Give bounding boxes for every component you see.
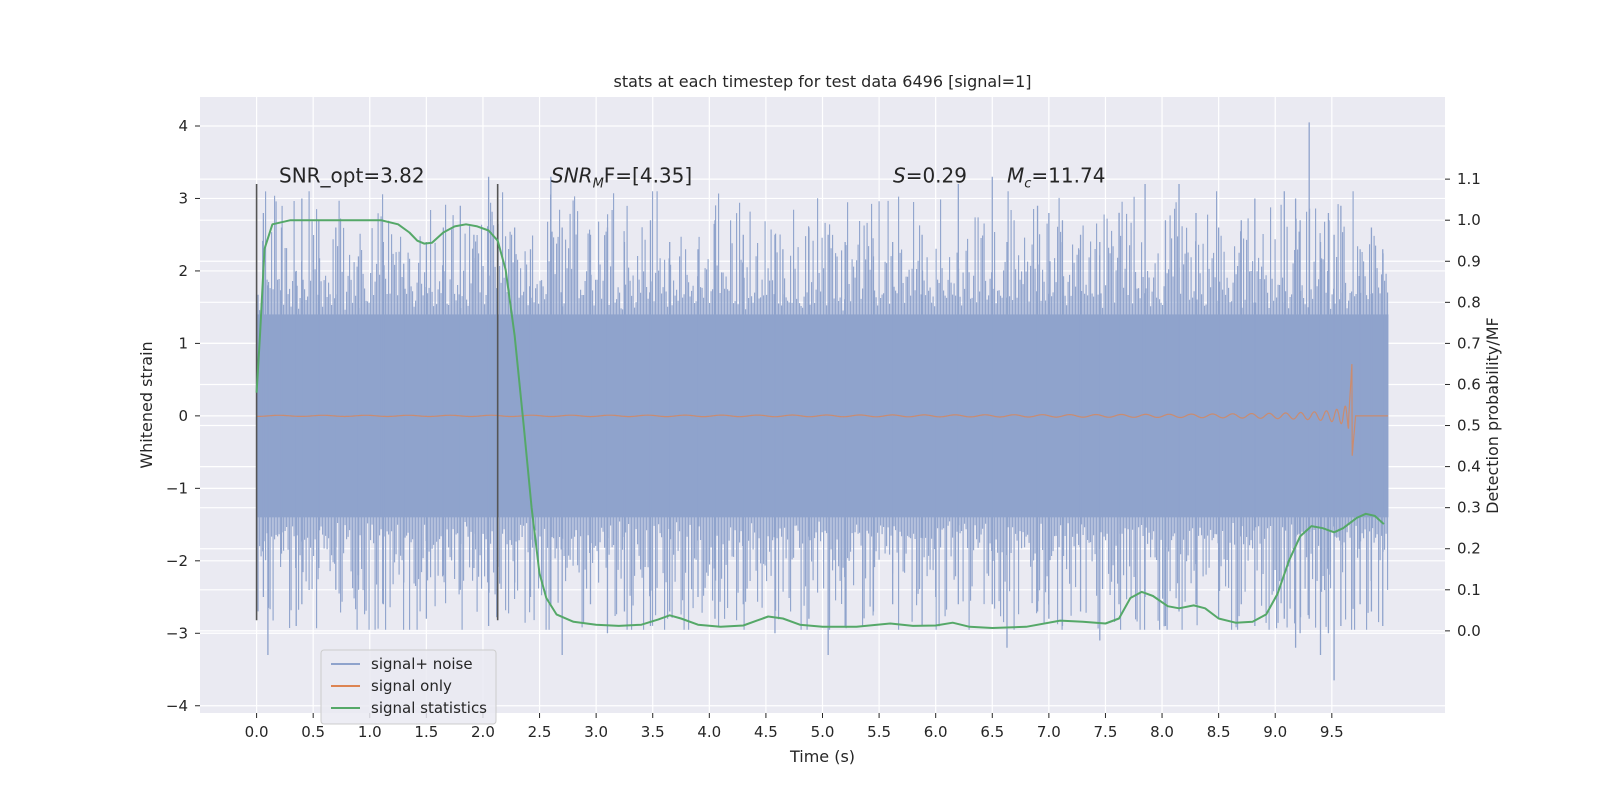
axis-ticks: 0.0 0.5 1.0 1.5 2.0 2.5 3.0 3.5 4.0 4.5 5.0 5.5 6.0 6… — [166, 117, 1481, 741]
x-tick-label: 7.5 — [1094, 723, 1118, 741]
y-left-tick-label: −2 — [166, 552, 188, 570]
snr-mf-value: F=[4.35] — [604, 164, 692, 188]
annotation-snr-mf: SNRMF=[4.35] — [551, 164, 692, 192]
y-axis-label-left: Whitened strain — [137, 341, 156, 468]
annotation-mc: Mc=11.74 — [1007, 164, 1105, 192]
x-tick-label: 0.0 — [245, 723, 269, 741]
x-tick-label: 8.5 — [1207, 723, 1231, 741]
x-tick-label: 2.5 — [528, 723, 552, 741]
x-tick-label: 4.0 — [697, 723, 721, 741]
y-left-tick-label: 4 — [178, 117, 188, 135]
x-tick-label: 4.5 — [754, 723, 778, 741]
y-right-tick-label: 0.5 — [1457, 417, 1481, 435]
y-right-tick-label: 0.4 — [1457, 458, 1481, 476]
x-tick-label: 7.0 — [1037, 723, 1061, 741]
mc-subscript: c — [1024, 177, 1031, 192]
legend-box — [320, 649, 497, 725]
legend-label-signal-statistics: signal statistics — [371, 699, 487, 717]
chart-title: stats at each timestep for test data 649… — [613, 72, 1031, 91]
x-tick-label: 9.5 — [1320, 723, 1344, 741]
y-left-tick-label: 2 — [178, 262, 188, 280]
y-left-tick-label: 0 — [178, 407, 188, 425]
y-left-tick-label: 1 — [178, 334, 188, 352]
signal-statistics-line — [255, 219, 1385, 629]
y-right-tick-label: 0.6 — [1457, 375, 1481, 393]
legend-label-signal-only: signal only — [371, 677, 452, 695]
vertical-markers — [255, 183, 499, 621]
x-tick-label: 6.0 — [924, 723, 948, 741]
y-right-tick-label: 0.2 — [1457, 540, 1481, 558]
signal-only-trace — [256, 364, 1389, 456]
x-tick-label: 5.5 — [867, 723, 891, 741]
x-tick-label: 9.0 — [1263, 723, 1287, 741]
x-tick-label: 1.0 — [358, 723, 382, 741]
mc-value: =11.74 — [1031, 164, 1105, 188]
snr-mf-symbol: SNR — [551, 164, 593, 188]
y-right-tick-label: 0.0 — [1457, 622, 1481, 640]
y-right-tick-label: 0.1 — [1457, 581, 1481, 599]
y-left-tick-label: −4 — [166, 697, 188, 715]
snr-mf-subscript: M — [593, 177, 604, 192]
y-left-tick-label: −3 — [166, 624, 188, 642]
y-right-tick-label: 0.8 — [1457, 293, 1481, 311]
series-signal-statistics — [255, 219, 1385, 629]
x-tick-label: 2.0 — [471, 723, 495, 741]
y-left-tick-label: 3 — [178, 189, 188, 207]
x-tick-label: 3.0 — [584, 723, 608, 741]
y-right-tick-label: 0.7 — [1457, 334, 1481, 352]
y-axis-label-right: Detection probability/MF — [1483, 317, 1502, 514]
mc-symbol: M — [1007, 164, 1024, 188]
x-tick-label: 6.5 — [980, 723, 1004, 741]
annotation-s: S=0.29 — [893, 164, 967, 188]
legend-label-signal-noise: signal+ noise — [371, 655, 473, 673]
x-tick-label: 0.5 — [301, 723, 325, 741]
y-right-tick-label: 1.1 — [1457, 170, 1481, 188]
x-axis-label: Time (s) — [789, 747, 855, 766]
series-signal-only — [256, 364, 1389, 456]
y-left-tick-label: −1 — [166, 479, 188, 497]
x-tick-label: 1.5 — [414, 723, 438, 741]
x-tick-label: 8.0 — [1150, 723, 1174, 741]
annotation-snr-opt: SNR_opt=3.82 — [279, 164, 425, 188]
legend: signal+ noise signal only signal statist… — [320, 649, 497, 725]
y-right-tick-label: 1.0 — [1457, 211, 1481, 229]
x-tick-label: 3.5 — [641, 723, 665, 741]
s-value: =0.29 — [906, 164, 967, 188]
s-symbol: S — [893, 164, 906, 188]
y-right-tick-label: 0.3 — [1457, 499, 1481, 517]
x-tick-label: 5.0 — [811, 723, 835, 741]
y-right-tick-label: 0.9 — [1457, 252, 1481, 270]
